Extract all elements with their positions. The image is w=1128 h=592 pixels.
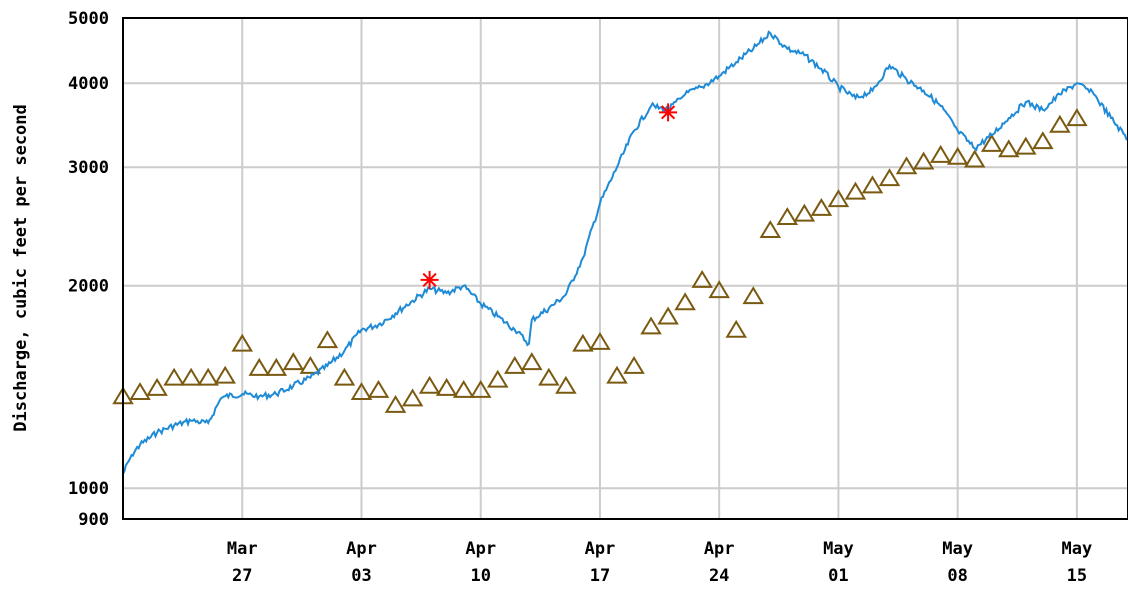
- median-triangle-marker: [946, 146, 969, 165]
- x-tick-label-month: Apr: [346, 539, 377, 559]
- median-triangle-marker: [861, 175, 884, 194]
- discharge-line: [122, 30, 1128, 475]
- median-triangle-marker: [265, 357, 288, 376]
- median-triangle-marker: [963, 149, 986, 168]
- x-tick-label-day: 27: [232, 566, 252, 586]
- median-triangle-marker: [1049, 114, 1071, 133]
- median-triangle-marker: [1032, 131, 1054, 150]
- median-triangle-marker: [776, 207, 799, 226]
- median-triangle-marker: [691, 269, 713, 288]
- median-triangle-marker: [435, 377, 458, 396]
- plot-area: [123, 18, 1128, 519]
- y-tick-label: 3000: [68, 158, 109, 178]
- median-triangle-marker: [452, 379, 475, 398]
- x-tick-label-month: Mar: [227, 539, 258, 559]
- x-tick-labels: Mar 27 Apr 03 Apr 10 Apr 17 Apr 24 May 01 May 08 May 15: [227, 539, 1092, 586]
- x-tick-label-day: 17: [590, 566, 610, 586]
- median-triangle-marker: [384, 394, 407, 413]
- median-triangle-marker: [912, 151, 935, 170]
- y-axis-title: Discharge, cubic feet per second: [11, 104, 31, 432]
- median-triangle-marker: [725, 319, 747, 338]
- median-triangle-marker: [623, 355, 645, 374]
- y-tick-label: 4000: [68, 74, 109, 94]
- y-tick-label: 2000: [68, 277, 109, 297]
- median-triangle-marker: [418, 375, 441, 394]
- median-triangle-marker: [1015, 136, 1037, 155]
- median-triangle-marker: [248, 357, 271, 376]
- median-triangle-marker: [350, 382, 373, 401]
- median-triangle-marker: [214, 365, 236, 384]
- median-triangle-marker: [674, 292, 696, 311]
- x-tick-label-month: Apr: [465, 539, 496, 559]
- median-triangle-marker: [299, 355, 322, 374]
- median-triangle-marker: [469, 379, 492, 398]
- plot-frame: [122, 17, 1128, 520]
- x-tick-label-day: 01: [828, 566, 848, 586]
- median-triangle-marker: [282, 352, 305, 371]
- x-tick-label-month: May: [823, 539, 854, 559]
- median-triangle-marker: [180, 367, 202, 386]
- median-triangle-marker: [793, 203, 816, 222]
- median-triangle-marker: [504, 355, 526, 374]
- median-triangle-marker: [555, 375, 577, 394]
- y-tick-label: 1000: [68, 479, 109, 499]
- y-tick-labels: 900 1000 2000 3000 4000 5000: [68, 9, 109, 530]
- median-triangle-marker: [606, 365, 628, 384]
- x-tick-label-day: 15: [1067, 566, 1087, 586]
- median-triangle-marker: [640, 316, 662, 335]
- y-tick-label: 5000: [68, 9, 109, 29]
- median-triangle-marker: [589, 331, 611, 350]
- median-triangle-marker: [231, 333, 254, 352]
- median-markers: [112, 108, 1088, 413]
- peak-asterisk-marker: [659, 103, 678, 122]
- discharge-line-layer: [122, 30, 1128, 475]
- x-tick-label-day: 24: [709, 566, 729, 586]
- x-tick-label-day: 10: [470, 566, 490, 586]
- median-triangle-marker: [538, 367, 560, 386]
- median-triangle-marker: [895, 156, 918, 175]
- median-triangle-marker: [333, 367, 356, 386]
- median-triangle-marker: [810, 197, 833, 216]
- median-triangle-marker: [742, 286, 765, 305]
- median-triangle-marker: [401, 388, 424, 407]
- median-triangle-marker: [929, 144, 952, 163]
- x-tick-label-day: 08: [947, 566, 967, 586]
- median-triangle-marker: [980, 133, 1003, 152]
- peak-markers: [420, 103, 678, 289]
- x-tick-label-month: Apr: [585, 539, 616, 559]
- median-triangle-marker: [129, 382, 151, 401]
- median-triangle-marker: [572, 333, 594, 352]
- median-triangle-marker: [878, 168, 901, 187]
- y-tick-label: 900: [78, 510, 109, 530]
- median-triangle-marker: [844, 181, 867, 200]
- median-triangle-marker: [146, 377, 168, 396]
- x-tick-label-day: 03: [351, 566, 371, 586]
- median-triangle-marker: [827, 189, 850, 208]
- peak-asterisk-marker: [420, 270, 439, 289]
- median-triangle-marker: [163, 367, 185, 386]
- x-tick-label-month: May: [1062, 539, 1093, 559]
- x-tick-label-month: Apr: [704, 539, 735, 559]
- median-triangle-marker: [486, 369, 509, 388]
- median-triangle-marker: [316, 330, 339, 349]
- median-triangle-marker: [367, 379, 390, 398]
- median-triangle-marker: [521, 352, 543, 371]
- median-triangle-marker: [1066, 108, 1088, 127]
- median-triangle-marker: [197, 367, 219, 386]
- median-triangle-marker: [997, 139, 1020, 158]
- median-triangle-marker: [657, 306, 679, 325]
- x-tick-label-month: May: [942, 539, 973, 559]
- median-triangle-marker: [759, 220, 782, 239]
- median-triangle-marker: [708, 280, 730, 299]
